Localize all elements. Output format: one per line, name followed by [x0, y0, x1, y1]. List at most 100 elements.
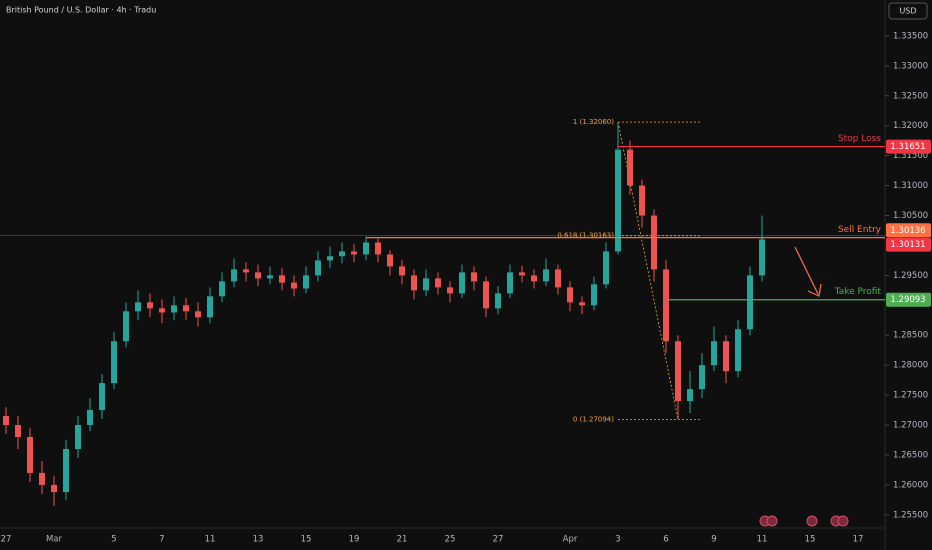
fib-label: 0.618 (1.30163): [557, 232, 614, 240]
x-tick-label: 11: [205, 535, 216, 545]
candle-body: [687, 389, 693, 402]
candle-body: [639, 185, 645, 216]
candle-body: [519, 272, 525, 276]
candle-body: [663, 269, 669, 342]
price-box: [886, 237, 931, 252]
candle-body: [123, 311, 129, 342]
candle-body: [531, 275, 537, 282]
chart-title: British Pound / U.S. Dollar · 4h · Tradu: [6, 6, 156, 15]
candle-body: [15, 425, 21, 438]
candle-body: [3, 416, 9, 426]
candle-body: [51, 484, 57, 493]
currency-button[interactable]: [888, 2, 928, 20]
x-tick-label: 5: [111, 535, 116, 545]
x-tick-label: 19: [349, 535, 360, 545]
level-name: Stop Loss: [838, 134, 881, 144]
x-tick-label: 17: [853, 535, 864, 545]
price-box: [886, 292, 931, 307]
candle-body: [135, 302, 141, 312]
candle-body: [603, 251, 609, 285]
y-tick-label: 1.33000: [893, 61, 928, 71]
candle-body: [159, 308, 165, 313]
y-tick-label: 1.30500: [893, 211, 928, 221]
candle-body: [99, 383, 105, 411]
fib-label: 0 (1.27094): [573, 415, 614, 423]
candle-body: [447, 287, 453, 294]
y-tick-label: 1.27000: [893, 421, 928, 431]
candle-body: [207, 296, 213, 318]
arrow-head: [807, 283, 822, 297]
currency-label[interactable]: USD: [899, 7, 916, 16]
level-name: Take Profit: [834, 287, 882, 297]
x-tick-label: 25: [445, 535, 456, 545]
candle-body: [495, 293, 501, 309]
candle-body: [255, 272, 261, 279]
x-tick-label: 9: [711, 535, 716, 545]
candle-body: [39, 472, 45, 485]
candle-body: [183, 305, 189, 312]
x-tick-label: 7: [159, 535, 164, 545]
candle-body: [171, 305, 177, 313]
candle-body: [423, 278, 429, 291]
event-icons: [759, 515, 849, 527]
y-tick-label: 1.27500: [893, 391, 928, 401]
candle-body: [567, 287, 573, 303]
x-tick-label: 27: [1, 535, 12, 545]
candle-body: [387, 254, 393, 267]
candle-body: [675, 341, 681, 402]
candle-body: [483, 281, 489, 309]
candle-body: [747, 275, 753, 330]
candle-body: [399, 266, 405, 276]
candle-body: [411, 275, 417, 291]
candle-body: [579, 302, 585, 306]
fib-label: 1 (1.32060): [573, 118, 614, 126]
candle-body: [87, 410, 93, 426]
candle-body: [351, 251, 357, 255]
candle-body: [723, 341, 729, 372]
x-tick-label: Mar: [46, 535, 63, 545]
candle-body: [219, 281, 225, 297]
y-tick-label: 1.29500: [893, 271, 928, 281]
fib-diagonal: [617, 122, 679, 420]
x-tick-label: 27: [493, 535, 504, 545]
y-tick-label: 1.31000: [893, 181, 928, 191]
y-tick-label: 1.32500: [893, 91, 928, 101]
y-tick-label: 1.28000: [893, 361, 928, 371]
x-tick-label: 6: [663, 535, 668, 545]
y-tick-label: 1.25500: [893, 510, 928, 520]
candle-body: [471, 272, 477, 282]
y-tick-label: 1.32000: [893, 121, 928, 131]
candle-body: [591, 284, 597, 306]
candle-body: [759, 239, 765, 276]
candle-body: [375, 242, 381, 255]
candle-body: [615, 149, 621, 252]
y-tick-label: 1.31500: [893, 151, 928, 161]
candle-body: [147, 302, 153, 309]
price-box-label: 1.29093: [890, 295, 925, 305]
candle-body: [459, 272, 465, 294]
candle-body: [555, 269, 561, 288]
y-tick-label: 1.33500: [893, 31, 928, 41]
arrow: [794, 246, 819, 295]
price-box-label: 1.30131: [890, 240, 925, 250]
price-box-label: 1.31651: [890, 142, 925, 152]
candle-body: [291, 282, 297, 289]
level-name: Sell Entry: [838, 225, 882, 235]
x-tick-label: 15: [805, 535, 816, 545]
price-box: [886, 139, 931, 154]
candle-body: [435, 278, 441, 288]
candle-body: [651, 215, 657, 270]
x-tick-label: 13: [253, 535, 264, 545]
candle-body: [699, 365, 705, 390]
x-tick-label: 3: [615, 535, 620, 545]
y-tick-label: 1.26500: [893, 450, 928, 460]
candle-body: [243, 269, 249, 273]
candle-body: [303, 275, 309, 289]
y-tick-label: 1.26000: [893, 480, 928, 490]
x-tick-label: 11: [757, 535, 768, 545]
y-tick-label: 1.28500: [893, 331, 928, 341]
candle-body: [75, 425, 81, 449]
